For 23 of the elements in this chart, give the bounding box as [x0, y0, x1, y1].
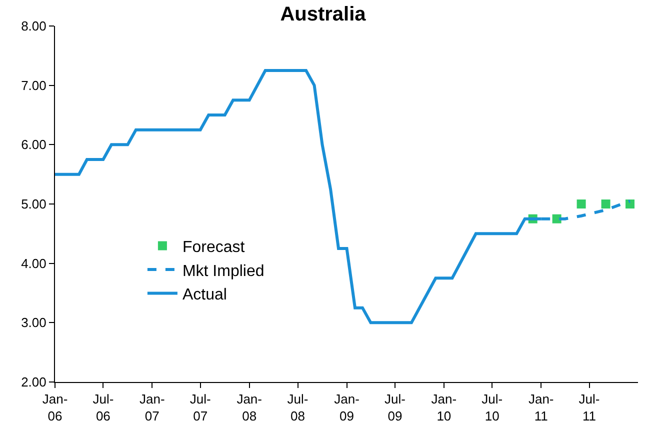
x-tick-label: Jan-09: [334, 392, 360, 424]
legend-label: Forecast: [182, 238, 246, 256]
x-tick-label: Jan-06: [42, 392, 68, 424]
x-tick-label: Jul-06: [92, 392, 114, 424]
x-tick-label: Jan-08: [236, 392, 262, 424]
legend-label: Mkt Implied: [182, 262, 264, 280]
y-tick-label: 2.00: [21, 374, 46, 390]
y-tick-label: 3.00: [21, 315, 46, 330]
x-tick-label: Jul-10: [482, 392, 503, 424]
y-tick-label: 7.00: [21, 78, 46, 93]
y-tick-label: 4.00: [21, 256, 46, 271]
x-tick-label: Jul-08: [287, 392, 308, 424]
legend-label: Actual: [182, 286, 227, 304]
chart-title: Australia: [280, 4, 367, 26]
y-tick-label: 5.00: [21, 196, 46, 212]
y-tick-label: 6.00: [21, 137, 46, 152]
x-tick-label: Jul-09: [384, 392, 406, 424]
x-tick-label: Jul-11: [578, 392, 600, 424]
x-tick-label: Jan-10: [431, 392, 457, 424]
y-tick-label: 8.00: [21, 18, 46, 34]
x-tick-label: Jan-07: [140, 392, 165, 424]
x-tick-label: Jul-07: [190, 392, 211, 424]
x-tick-label: Jan-11: [528, 392, 554, 424]
